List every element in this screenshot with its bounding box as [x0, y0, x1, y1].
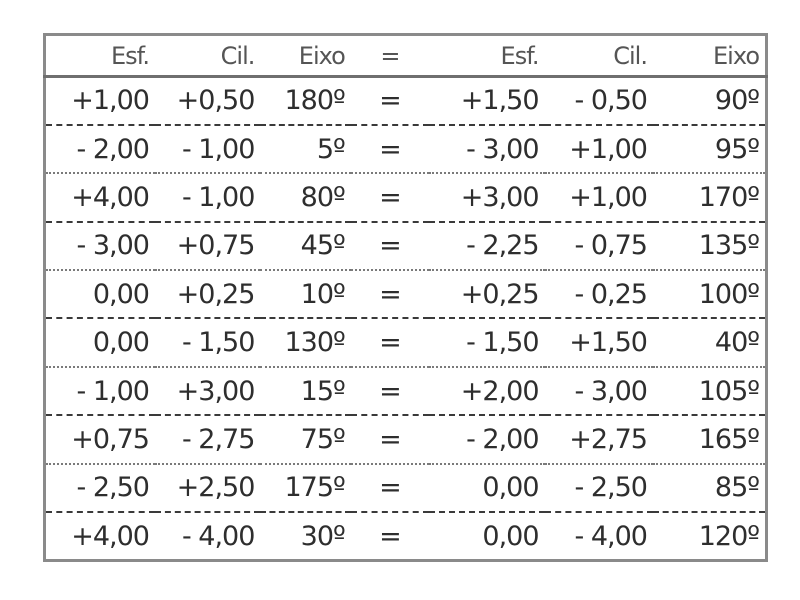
- header-cil-transposed: Cil.: [544, 34, 653, 78]
- cell-eixo-transposed: 40º: [652, 318, 767, 368]
- cell-equals: =: [379, 520, 402, 552]
- cell-esf-original: 0,00: [44, 270, 155, 320]
- cell-cil-transposed: - 4,00: [574, 520, 648, 552]
- cell-equals: =: [350, 366, 430, 417]
- cell-esf-original: - 2,50: [44, 463, 155, 514]
- cell-eixo-transposed: 135º: [652, 221, 767, 272]
- cell-esf-original: 0,00: [44, 318, 155, 368]
- cell-esf-original: - 3,00: [44, 221, 155, 272]
- cell-equals: =: [350, 173, 430, 223]
- cell-esf-original: - 1,00: [44, 366, 155, 417]
- table-row: - 2,00 - 1,00 5º = - 3,00 +1,00 95º: [44, 124, 767, 175]
- cell-cil-transposed: - 3,00: [544, 366, 653, 417]
- cell-eixo-original: 75º: [260, 415, 351, 465]
- cell-eixo-original: 80º: [260, 173, 351, 223]
- cell-eixo-original: 130º: [260, 318, 351, 368]
- cell-esf-transposed: 0,00: [482, 520, 539, 552]
- cell-equals: =: [350, 76, 430, 126]
- cell-cil-transposed: - 0,75: [544, 221, 653, 272]
- cell-cil-transposed: +1,00: [544, 173, 653, 223]
- cell-cil-original: - 1,00: [154, 124, 261, 175]
- cell-equals: =: [350, 318, 430, 368]
- cell-cil-original: +0,25: [154, 270, 261, 320]
- cell-cil-transposed: - 0,50: [544, 76, 653, 126]
- table-row: 0,00 +0,25 10º = +0,25 - 0,25 100º: [44, 270, 767, 320]
- header-esf-original: Esf.: [44, 34, 155, 78]
- cell-esf-transposed: +3,00: [429, 173, 545, 223]
- cell-cil-transposed: - 0,25: [544, 270, 653, 320]
- cell-esf-transposed: - 3,00: [429, 124, 545, 175]
- cell-cil-original: +0,75: [154, 221, 261, 272]
- table-row: - 1,00 +3,00 15º = +2,00 - 3,00 105º: [44, 366, 767, 417]
- cell-esf-original: +1,00: [44, 76, 155, 126]
- cell-eixo-transposed: 105º: [652, 366, 767, 417]
- table-row: - 2,50 +2,50 175º = 0,00 - 2,50 85º: [44, 463, 767, 514]
- cell-eixo-transposed: 95º: [652, 124, 767, 175]
- cell-eixo-original: 15º: [260, 366, 351, 417]
- table-row: +4,00 - 1,00 80º = +3,00 +1,00 170º: [44, 173, 767, 223]
- header-eixo-original: Eixo: [260, 34, 351, 78]
- header-eixo-transposed: Eixo: [652, 34, 767, 78]
- cell-esf-original: +4,00: [44, 173, 155, 223]
- cell-esf-transposed: - 2,25: [429, 221, 545, 272]
- cell-eixo-transposed: 120º: [698, 520, 760, 552]
- cell-eixo-original: 180º: [260, 76, 351, 126]
- table-row: +1,00 +0,50 180º = +1,50 - 0,50 90º: [44, 76, 767, 126]
- cell-esf-transposed: - 1,50: [429, 318, 545, 368]
- cell-esf-original: +0,75: [44, 415, 155, 465]
- cell-equals: =: [350, 415, 430, 465]
- table-row: 0,00 - 1,50 130º = - 1,50 +1,50 40º: [44, 318, 767, 368]
- cell-eixo-original: 175º: [260, 463, 351, 514]
- cell-cil-original: - 1,50: [154, 318, 261, 368]
- cell-eixo-transposed: 100º: [652, 270, 767, 320]
- cell-esf-original: - 2,00: [44, 124, 155, 175]
- cell-esf-transposed: 0,00: [429, 463, 545, 514]
- cell-eixo-original: 45º: [260, 221, 351, 272]
- table-row: +0,75 - 2,75 75º = - 2,00 +2,75 165º: [44, 415, 767, 465]
- cell-eixo-original: 5º: [260, 124, 351, 175]
- cell-eixo-transposed: 85º: [652, 463, 767, 514]
- cell-cil-original: - 2,75: [154, 415, 261, 465]
- cell-esf-transposed: - 2,00: [429, 415, 545, 465]
- cell-eixo-transposed: 170º: [652, 173, 767, 223]
- cell-eixo-original: 30º: [300, 520, 346, 552]
- cell-equals: =: [350, 124, 430, 175]
- cell-cil-original: +0,50: [154, 76, 261, 126]
- header-esf-transposed: Esf.: [429, 34, 545, 78]
- cell-cil-transposed: +1,00: [544, 124, 653, 175]
- cell-eixo-original: 10º: [260, 270, 351, 320]
- header-row: Esf. Cil. Eixo = Esf. Cil. Eixo: [44, 34, 767, 78]
- cell-esf-original: +4,00: [71, 520, 150, 552]
- table-row: - 3,00 +0,75 45º = - 2,25 - 0,75 135º: [44, 221, 767, 272]
- cell-cil-transposed: +2,75: [544, 415, 653, 465]
- cell-cil-original: - 4,00: [181, 520, 255, 552]
- header-equals: =: [350, 34, 430, 78]
- cell-cil-transposed: - 2,50: [544, 463, 653, 514]
- cell-esf-transposed: +2,00: [429, 366, 545, 417]
- cell-esf-transposed: +0,25: [429, 270, 545, 320]
- cell-equals: =: [350, 463, 430, 514]
- cell-cil-original: +2,50: [154, 463, 261, 514]
- table-row: +4,00 - 4,00 30º = 0,00 - 4,00 120º: [45, 512, 767, 560]
- cell-eixo-transposed: 90º: [652, 76, 767, 126]
- prescription-transposition-table: Esf. Cil. Eixo = Esf. Cil. Eixo +1,00 +0…: [43, 33, 768, 562]
- cell-equals: =: [350, 221, 430, 272]
- cell-cil-original: - 1,00: [154, 173, 261, 223]
- cell-equals: =: [350, 270, 430, 320]
- header-cil-original: Cil.: [154, 34, 261, 78]
- cell-cil-transposed: +1,50: [544, 318, 653, 368]
- cell-cil-original: +3,00: [154, 366, 261, 417]
- cell-esf-transposed: +1,50: [429, 76, 545, 126]
- cell-eixo-transposed: 165º: [652, 415, 767, 465]
